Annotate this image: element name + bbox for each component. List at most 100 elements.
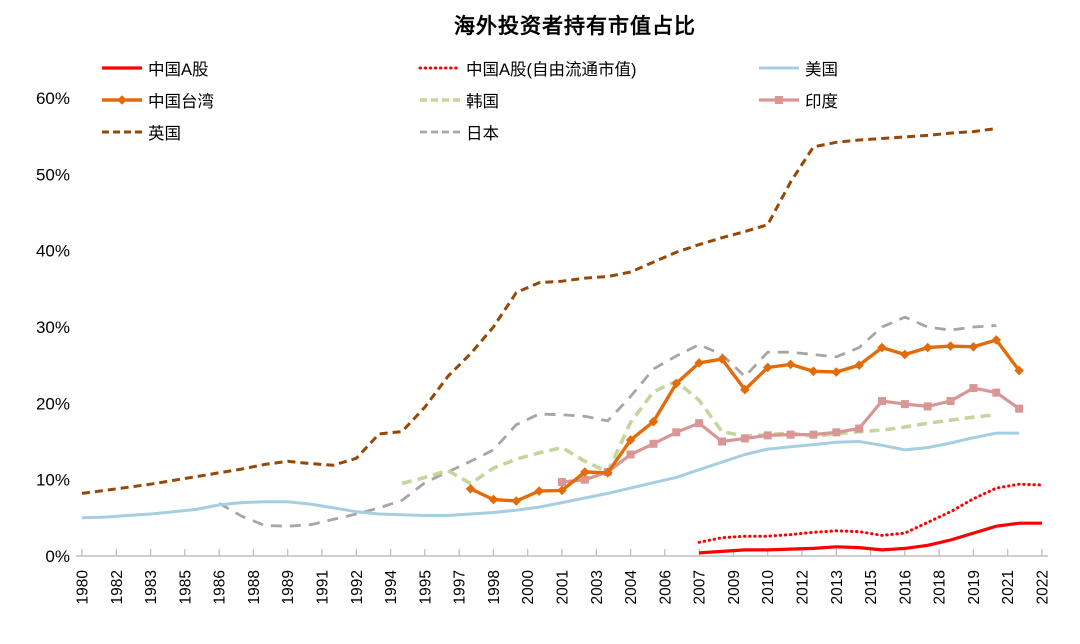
- legend-label-japan: 日本: [466, 125, 499, 143]
- series-marker-india: [626, 450, 635, 459]
- series-marker-taiwan: [580, 467, 590, 477]
- series-marker-taiwan: [717, 354, 727, 364]
- x-axis-tick-label: 2022: [1035, 570, 1052, 604]
- series-marker-taiwan: [557, 485, 567, 496]
- y-axis-tick-label: 40%: [36, 242, 70, 261]
- legend-swatch-japan: [420, 130, 460, 134]
- y-axis-tick-label: 10%: [36, 471, 70, 490]
- x-axis-tick-label: 2012: [795, 570, 812, 604]
- series-line-us: [81, 431, 1020, 520]
- series-marker-india: [923, 402, 932, 411]
- series-marker-taiwan: [968, 342, 979, 352]
- x-axis-tick-label: 2010: [760, 570, 777, 605]
- series-marker-india: [695, 419, 704, 428]
- series-marker-taiwan: [625, 435, 636, 445]
- series-marker-taiwan: [740, 384, 750, 395]
- series-marker-india: [718, 437, 726, 446]
- series-marker-india: [992, 388, 1001, 397]
- series-marker-taiwan: [671, 378, 682, 389]
- series-marker-india: [740, 434, 749, 443]
- legend-item-uk: 英国: [100, 122, 181, 143]
- legend-swatch-us: [759, 66, 799, 70]
- legend-label-uk: 英国: [148, 125, 181, 143]
- legend-label-taiwan: 中国台湾: [148, 93, 214, 111]
- legend-swatch-diamond-marker: [117, 95, 127, 105]
- legend-swatch-square-marker: [775, 96, 783, 104]
- series-marker-taiwan: [785, 359, 796, 370]
- y-axis-tick-label: 50%: [36, 165, 70, 184]
- series-marker-taiwan: [694, 358, 704, 368]
- x-axis-tick-label: 2013: [829, 570, 846, 604]
- series-marker-india: [809, 430, 818, 439]
- legend-label-india: 印度: [805, 93, 838, 111]
- legend-label-china-a-free-float: 中国A股(自由流通市值): [466, 61, 637, 79]
- x-axis-tick-label: 2019: [966, 570, 983, 604]
- legend-swatch-china-a-free-float: [418, 66, 462, 70]
- x-axis-tick-label: 1982: [109, 570, 126, 604]
- series-marker-taiwan: [1014, 365, 1024, 376]
- series-marker-india: [878, 397, 886, 406]
- series-marker-taiwan: [602, 467, 613, 478]
- legend-label-korea: 韩国: [466, 93, 499, 111]
- x-axis-tick-label: 2015: [863, 570, 880, 604]
- legend-item-japan: 日本: [418, 122, 499, 143]
- series-line-korea: [401, 379, 997, 486]
- series-marker-india: [832, 428, 841, 437]
- legend-label-china-a: 中国A股: [148, 61, 209, 79]
- chart-title: 海外投资者持有市值占比: [454, 15, 696, 38]
- x-axis-tick-label: 2004: [623, 570, 640, 605]
- x-axis-tick-label: 2000: [520, 570, 537, 605]
- x-axis-tick-label: 1995: [417, 570, 434, 604]
- x-axis-tick-label: 2007: [692, 570, 709, 604]
- series-marker-taiwan: [877, 342, 887, 353]
- y-axis-tick-label: 20%: [36, 394, 70, 413]
- series-marker-taiwan: [831, 367, 842, 377]
- x-axis-tick-label: 1997: [452, 570, 469, 604]
- series-marker-india: [649, 439, 658, 448]
- series-line-japan: [218, 315, 997, 528]
- legend-swatch-taiwan: [102, 95, 142, 105]
- legend-swatch-korea: [420, 98, 460, 102]
- x-axis-tick-label: 1980: [75, 570, 92, 605]
- series-marker-india: [763, 431, 772, 440]
- legend-label-us: 美国: [805, 61, 838, 79]
- x-axis-tick-label: 1998: [486, 570, 503, 604]
- legend-item-korea: 韩国: [418, 90, 499, 111]
- series-marker-taiwan: [534, 486, 544, 496]
- series-line-uk: [81, 127, 997, 495]
- series-marker-taiwan: [945, 341, 956, 351]
- legend-item-india: 印度: [757, 90, 838, 111]
- series-line-china-a-free-float: [697, 482, 1044, 544]
- x-axis-tick-label: 1985: [177, 570, 194, 604]
- x-axis-tick-label: 2016: [897, 570, 914, 604]
- series-marker-india: [580, 475, 589, 484]
- series-marker-india: [786, 430, 795, 439]
- series-marker-india: [855, 424, 864, 433]
- legend-swatch-india: [759, 96, 799, 104]
- x-axis-tick-label: 1983: [143, 570, 160, 604]
- legend-item-china-a-free-float: 中国A股(自由流通市值): [418, 58, 637, 79]
- series-marker-taiwan: [991, 335, 1002, 345]
- y-axis-tick-label: 0%: [45, 547, 70, 566]
- series-marker-india: [946, 397, 955, 406]
- series-marker-taiwan: [648, 416, 659, 427]
- legend-item-taiwan: 中国台湾: [100, 90, 214, 111]
- y-axis-tick-label: 30%: [36, 318, 70, 337]
- series-line-china-a: [698, 521, 1042, 555]
- y-axis-tick-label: 60%: [36, 89, 70, 108]
- series-marker-taiwan: [900, 349, 910, 360]
- series-marker-taiwan: [854, 360, 864, 370]
- series-marker-india: [969, 384, 978, 393]
- x-axis-tick-label: 1986: [212, 570, 229, 604]
- x-axis-tick-label: 1991: [315, 570, 332, 604]
- series-marker-taiwan: [762, 362, 773, 373]
- series-marker-india: [672, 428, 681, 437]
- series-marker-india: [558, 477, 566, 486]
- x-axis-tick-label: 2018: [932, 570, 949, 604]
- legend-item-china-a: 中国A股: [100, 58, 209, 79]
- x-axis-tick-label: 2009: [726, 570, 743, 604]
- series-marker-taiwan: [511, 496, 522, 506]
- x-axis-tick-label: 1989: [280, 570, 297, 604]
